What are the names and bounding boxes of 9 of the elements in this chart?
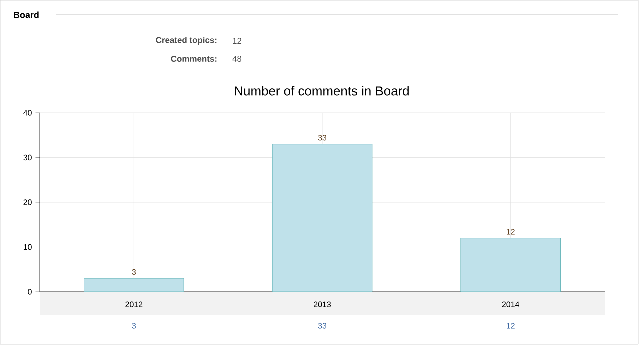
text: Created topics:: [156, 37, 217, 45]
bar: [84, 278, 184, 292]
bar: [272, 144, 373, 292]
text: 12: [233, 38, 242, 44]
text: 48: [232, 56, 242, 62]
bar: [460, 238, 561, 292]
text: Board: [14, 12, 39, 18]
chart-title: Number of comments in Board: [235, 86, 409, 96]
text: Comments:: [171, 56, 217, 62]
